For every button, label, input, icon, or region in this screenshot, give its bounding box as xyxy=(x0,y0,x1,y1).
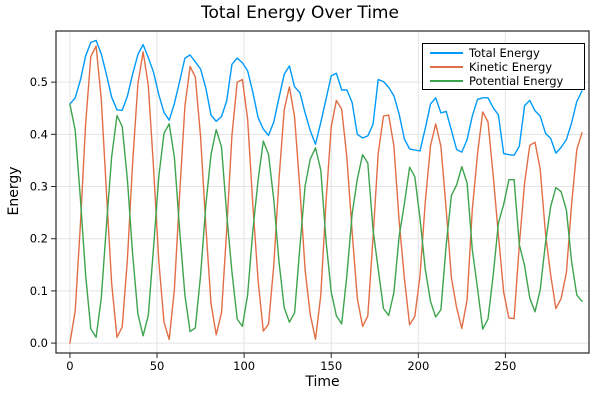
y-tick-label: 0.4 xyxy=(30,127,48,141)
legend-item-potential-energy: Potential Energy xyxy=(423,73,584,88)
x-tick-label: 0 xyxy=(66,359,73,373)
legend-label: Kinetic Energy xyxy=(469,59,553,74)
legend-line-swatch xyxy=(430,65,463,68)
legend-line-swatch xyxy=(430,79,463,82)
series-line-potential-energy xyxy=(69,103,583,338)
chart-title: Total Energy Over Time xyxy=(201,3,399,23)
y-tick-label: 0.3 xyxy=(30,180,48,194)
series-line-total-energy xyxy=(69,39,583,156)
legend-line-swatch xyxy=(430,51,463,54)
x-tick-label: 250 xyxy=(494,359,516,373)
x-axis-label: Time xyxy=(305,374,340,390)
x-tick-label: 150 xyxy=(320,359,342,373)
y-tick-label: 0.5 xyxy=(30,75,48,89)
y-tick-label: 0.2 xyxy=(30,232,48,246)
legend-item-total-energy: Total Energy xyxy=(423,45,584,60)
legend: Total Energy Kinetic Energy Potential Ener… xyxy=(422,43,585,90)
legend-label: Potential Energy xyxy=(469,73,564,88)
legend-item-kinetic-energy: Kinetic Energy xyxy=(423,59,584,74)
y-tick-label: 0.0 xyxy=(30,336,48,350)
y-tick-label: 0.1 xyxy=(30,284,48,298)
x-tick-label: 200 xyxy=(407,359,429,373)
x-tick-label: 50 xyxy=(150,359,165,373)
plot-frame xyxy=(55,30,590,354)
legend-label: Total Energy xyxy=(469,45,540,60)
x-tick-label: 100 xyxy=(233,359,255,373)
series-line-kinetic-energy xyxy=(69,45,583,344)
y-axis-label: Energy xyxy=(6,166,22,216)
